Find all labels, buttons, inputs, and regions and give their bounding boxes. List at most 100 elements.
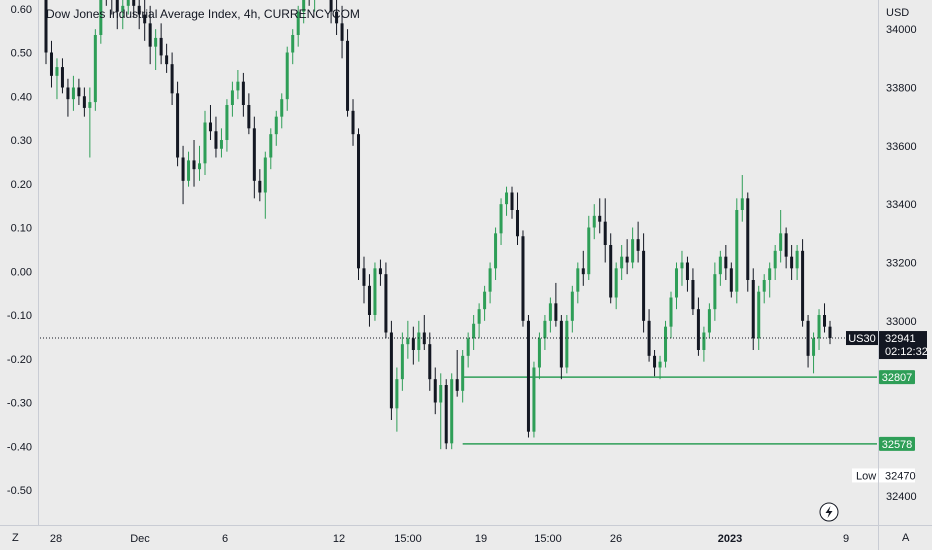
candle-body	[581, 268, 585, 275]
candle-body	[115, 0, 119, 12]
x-tick-label: 19	[475, 533, 487, 545]
candle-body	[247, 105, 251, 129]
candle-body	[132, 0, 136, 6]
left-tick-label: 0.30	[11, 135, 32, 147]
candle	[598, 198, 602, 234]
candle-body	[340, 23, 344, 41]
candle-body	[187, 160, 191, 181]
candle	[444, 379, 448, 450]
candle-body	[154, 37, 158, 47]
candle	[367, 274, 371, 327]
candle-body	[696, 309, 700, 350]
candle	[389, 320, 393, 420]
candle-body	[170, 64, 174, 94]
candle-body	[55, 67, 59, 76]
candle	[154, 29, 158, 70]
candle	[433, 367, 437, 415]
candle	[735, 198, 739, 304]
candle	[192, 140, 196, 187]
candle	[88, 87, 92, 158]
candle	[466, 332, 470, 368]
candle	[554, 282, 558, 327]
candle-body	[400, 344, 404, 380]
left-axis[interactable]: 0.60 0.50 0.40 0.30 0.20 0.10 0.00 -0.10 -0.20 -0…	[7, 4, 32, 497]
candle	[790, 245, 794, 280]
candle	[66, 78, 70, 117]
candle	[587, 215, 591, 280]
currency-label: USD	[886, 7, 909, 19]
candle	[620, 245, 624, 280]
candle	[148, 5, 152, 65]
candle	[351, 99, 355, 146]
auto-scale-button[interactable]: A	[902, 532, 910, 544]
candle-body	[329, 0, 333, 12]
candle	[455, 350, 459, 397]
candle	[362, 256, 366, 304]
candle-body	[548, 303, 552, 321]
candle	[176, 81, 180, 167]
candle	[71, 75, 75, 111]
level-tag-bg	[879, 436, 915, 451]
candle	[373, 262, 377, 321]
left-tick-label: 0.50	[11, 48, 32, 60]
candle-body	[472, 323, 476, 339]
candle	[691, 268, 695, 315]
candle-body	[494, 233, 498, 269]
candle	[143, 0, 147, 41]
level-tag-bg	[879, 370, 915, 385]
candle-body	[812, 338, 816, 356]
candle	[718, 250, 722, 286]
candle-body	[378, 268, 382, 275]
candle	[696, 297, 700, 356]
candle-body	[159, 37, 163, 56]
candle	[99, 0, 103, 44]
candle-body	[49, 52, 53, 76]
candle-body	[614, 268, 618, 298]
x-tick-label: 9	[843, 533, 849, 545]
left-tick-label: -0.20	[7, 354, 32, 366]
candle	[49, 40, 53, 88]
left-tick-label: -0.50	[7, 485, 32, 497]
candle-body	[411, 338, 415, 350]
candle	[208, 105, 212, 140]
candle-body	[488, 268, 492, 292]
left-tick-label: -0.40	[7, 441, 32, 453]
candle-body	[214, 131, 218, 149]
symbol-tag-bg	[846, 331, 878, 346]
candle-body	[77, 87, 81, 97]
candle	[274, 110, 278, 146]
candle-body	[291, 35, 295, 53]
left-tick-label: 0.60	[11, 4, 32, 16]
candle-body	[526, 320, 530, 432]
candle-body	[817, 315, 821, 339]
candle	[378, 259, 382, 286]
log-scale-button-left[interactable]: Z	[12, 532, 19, 544]
left-tick-label: -0.30	[7, 398, 32, 410]
time-axis[interactable]: 28 Dec 6 12 15:00 19 15:00 26 2023 9	[50, 533, 849, 545]
candle-body	[543, 320, 547, 339]
right-axis[interactable]: 34000 33800 33600 33400 33200 33000 32400	[886, 24, 917, 503]
candle-body	[99, 0, 103, 35]
candle	[801, 239, 805, 327]
candle-body	[521, 236, 525, 321]
candle-body	[707, 309, 711, 333]
candle	[417, 320, 421, 362]
candle-body	[373, 268, 377, 315]
candle	[126, 0, 130, 15]
candle-body	[450, 379, 454, 444]
candle-body	[137, 5, 141, 15]
candle-body	[713, 274, 717, 310]
candle-body	[176, 93, 180, 158]
candle-body	[762, 280, 766, 292]
lightning-icon[interactable]	[819, 502, 839, 522]
candle	[214, 116, 218, 158]
candle	[483, 285, 487, 321]
price-tag-bg	[879, 331, 927, 360]
candle-body	[148, 23, 152, 47]
candle-body	[395, 379, 399, 409]
candle	[346, 29, 350, 117]
right-tick-label: 32400	[886, 491, 917, 503]
candle-body	[532, 367, 536, 432]
